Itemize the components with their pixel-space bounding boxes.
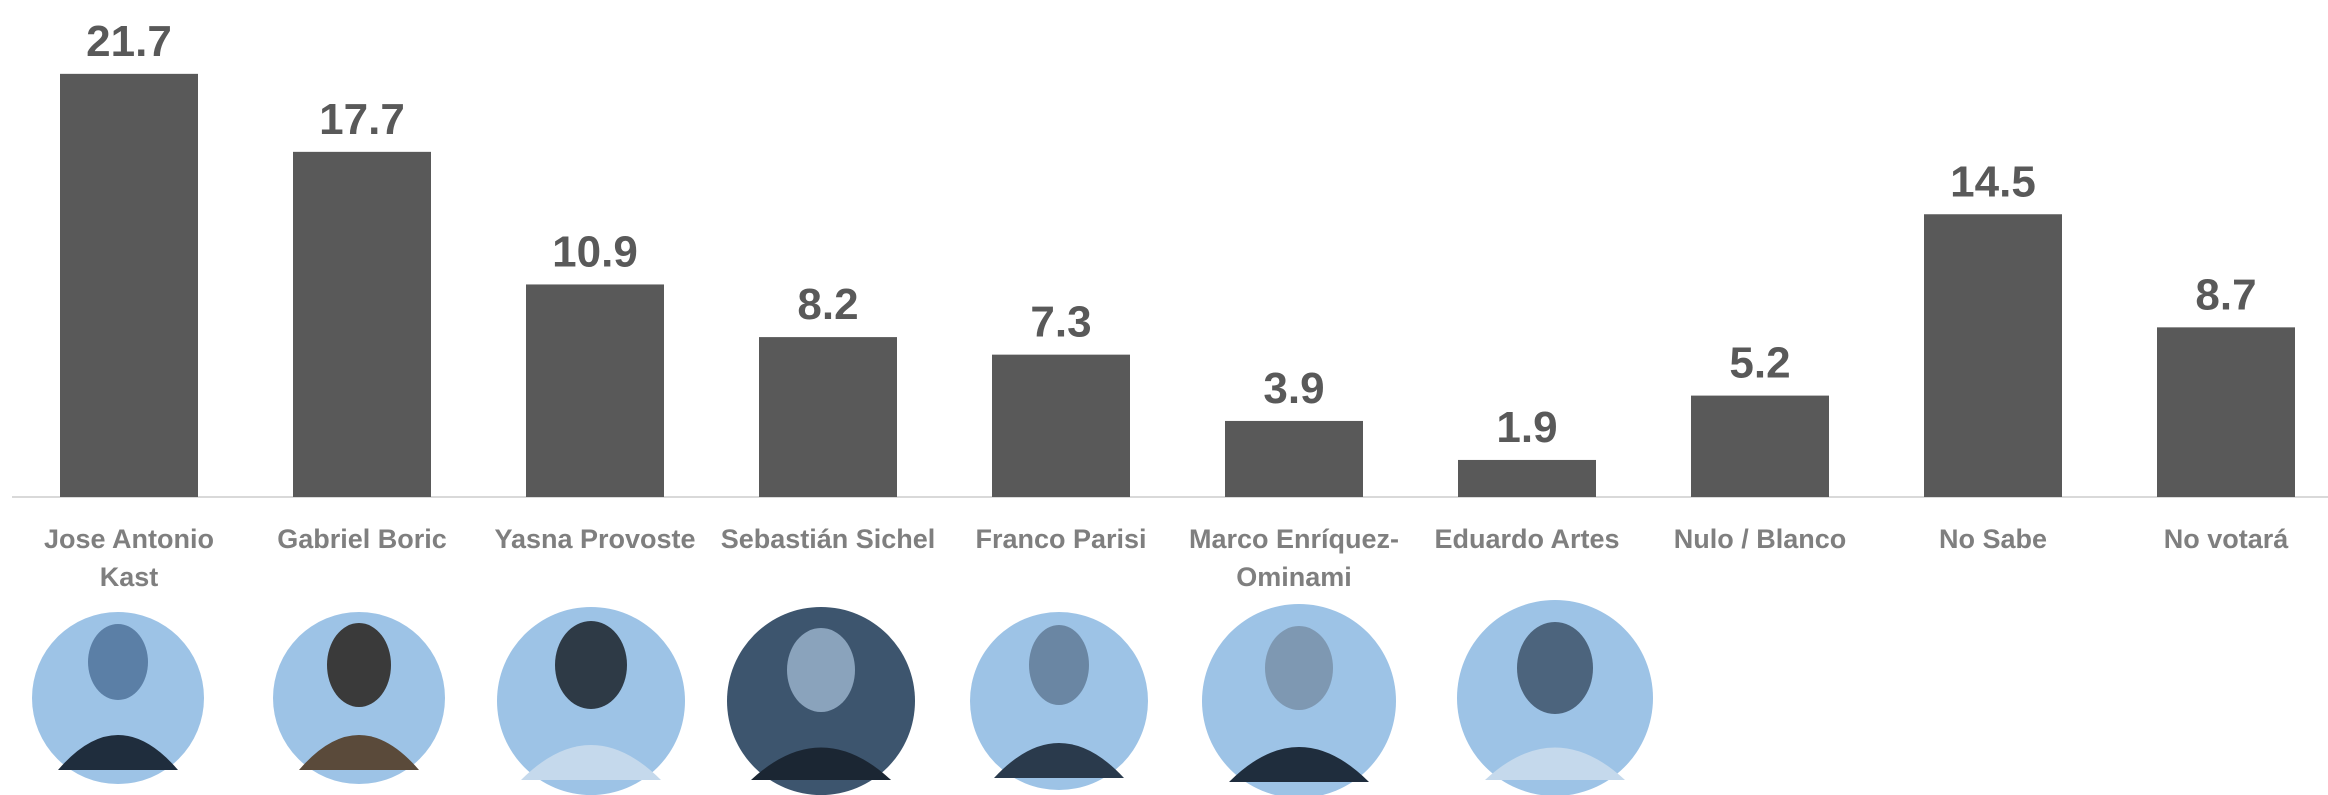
photo <box>727 607 915 795</box>
x-tick-label: Sebastián Sichel <box>720 524 936 554</box>
photo <box>1202 604 1396 795</box>
x-tick-label: Marco Enríquez-Ominami <box>1188 524 1400 592</box>
x-tick-label: Jose Antonio Kast <box>43 524 214 592</box>
value-label: 21.7 <box>86 17 172 66</box>
bar <box>60 73 198 497</box>
value-label: 8.2 <box>797 280 858 329</box>
x-tick-label: Nulo / Blanco <box>1673 524 1847 554</box>
bar <box>1691 395 1829 497</box>
photo <box>1457 600 1653 795</box>
value-label: 10.9 <box>552 227 638 276</box>
bar <box>1225 420 1363 497</box>
bar <box>1458 459 1596 497</box>
bar <box>526 284 664 497</box>
x-tick-label: Franco Parisi <box>975 524 1147 554</box>
x-tick-label: Eduardo Artes <box>1434 524 1620 554</box>
bar <box>1924 214 2062 497</box>
bar <box>759 337 897 497</box>
value-label: 14.5 <box>1950 157 2036 206</box>
value-label: 5.2 <box>1729 339 1790 388</box>
photo <box>497 607 685 795</box>
value-label: 8.7 <box>2195 270 2256 319</box>
value-label: 3.9 <box>1263 364 1324 413</box>
photo <box>32 612 204 784</box>
photo <box>273 612 445 784</box>
value-label: 1.9 <box>1496 403 1557 452</box>
x-tick-label: No votará <box>2163 524 2289 554</box>
value-label: 7.3 <box>1030 298 1091 347</box>
candidate-photos <box>32 600 1653 795</box>
x-tick-label: Yasna Provoste <box>494 524 696 554</box>
value-label: 17.7 <box>319 95 405 144</box>
x-tick-label: Gabriel Boric <box>277 524 447 554</box>
bar <box>992 354 1130 497</box>
photo <box>970 612 1148 790</box>
bar <box>293 151 431 497</box>
x-tick-label: No Sabe <box>1938 524 2048 554</box>
bar <box>2157 327 2295 497</box>
